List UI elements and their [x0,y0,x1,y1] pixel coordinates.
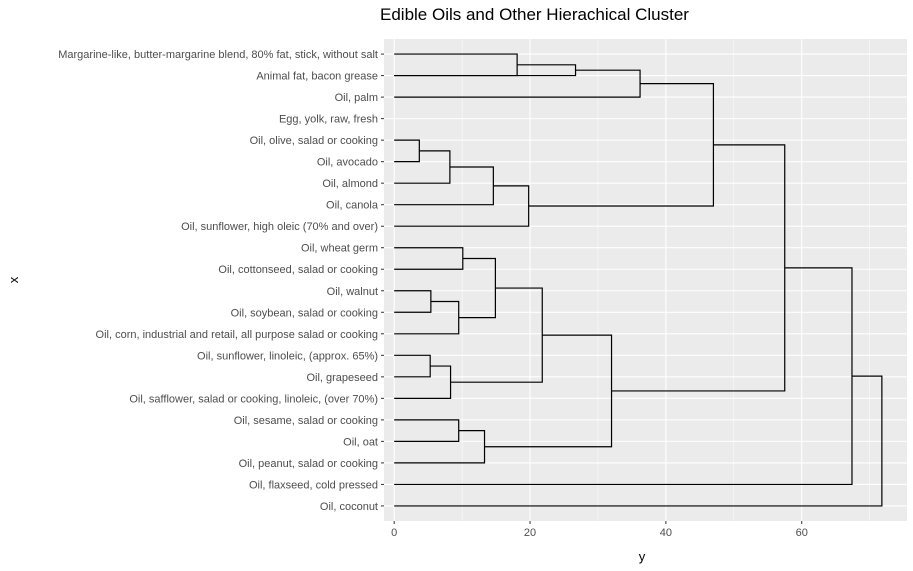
y-tick-label: Oil, avocado [317,157,378,169]
dendrogram-branch [394,64,577,77]
plot-panel [384,39,907,521]
y-tick-label: Margarine-like, butter-margarine blend, … [58,49,378,61]
y-tick-label: Oil, cottonseed, salad or cooking [218,264,378,276]
y-tick-label: Oil, safflower, salad or cooking, linole… [129,393,378,405]
x-axis-ticks: 0 20 40 60 [391,521,808,539]
y-tick-label: Oil, corn, industrial and retail, all pu… [96,329,378,341]
x-tick-label: 40 [660,527,672,539]
dendrogram-branch [528,83,715,207]
dendrogram-branch [450,287,543,383]
dendrogram-branch [611,144,786,392]
y-tick-label: Oil, soybean, salad or cooking [231,307,378,319]
dendrogram-branch [394,267,853,486]
y-tick-label: Oil, oat [343,436,378,448]
y-tick-label: Oil, peanut, salad or cooking [239,458,378,470]
dendrogram-branch [394,419,460,442]
dendrogram-branch [394,150,451,184]
dendrogram-branch [394,375,883,507]
x-axis-title: y [639,549,646,564]
y-tick-label: Oil, grapeseed [306,372,378,384]
dendrogram-branch [394,69,641,98]
x-tick-label: 20 [524,527,536,539]
y-tick-label: Oil, palm [335,92,378,104]
y-tick-label: Oil, almond [322,178,378,190]
y-tick-label: Oil, walnut [327,286,378,298]
x-tick-label: 0 [391,527,397,539]
y-axis-ticks: Margarine-like, butter-margarine blend, … [58,49,384,513]
y-tick-label: Oil, canola [326,200,379,212]
y-tick-label: Oil, sesame, salad or cooking [234,415,378,427]
chart-title: Edible Oils and Other Hierachical Cluste… [380,5,689,24]
y-tick-label: Oil, olive, salad or cooking [250,135,378,147]
x-tick-label: 60 [796,527,808,539]
y-tick-label: Animal fat, bacon grease [256,71,378,83]
y-tick-label: Egg, yolk, raw, fresh [279,114,378,126]
y-tick-label: Oil, coconut [320,501,378,513]
dendrogram-branch [394,139,420,163]
dendrogram-branches [394,53,883,507]
y-tick-label: Oil, flaxseed, cold pressed [249,479,378,491]
dendrogram-branch [394,290,432,313]
y-tick-label: Oil, sunflower, linoleic, (approx. 65%) [197,350,378,362]
dendrogram-branch [394,300,460,335]
y-tick-label: Oil, sunflower, high oleic (70% and over… [181,221,378,233]
y-axis-title: x [6,276,21,283]
y-tick-label: Oil, wheat germ [301,243,378,255]
dendrogram-branch [458,257,496,319]
